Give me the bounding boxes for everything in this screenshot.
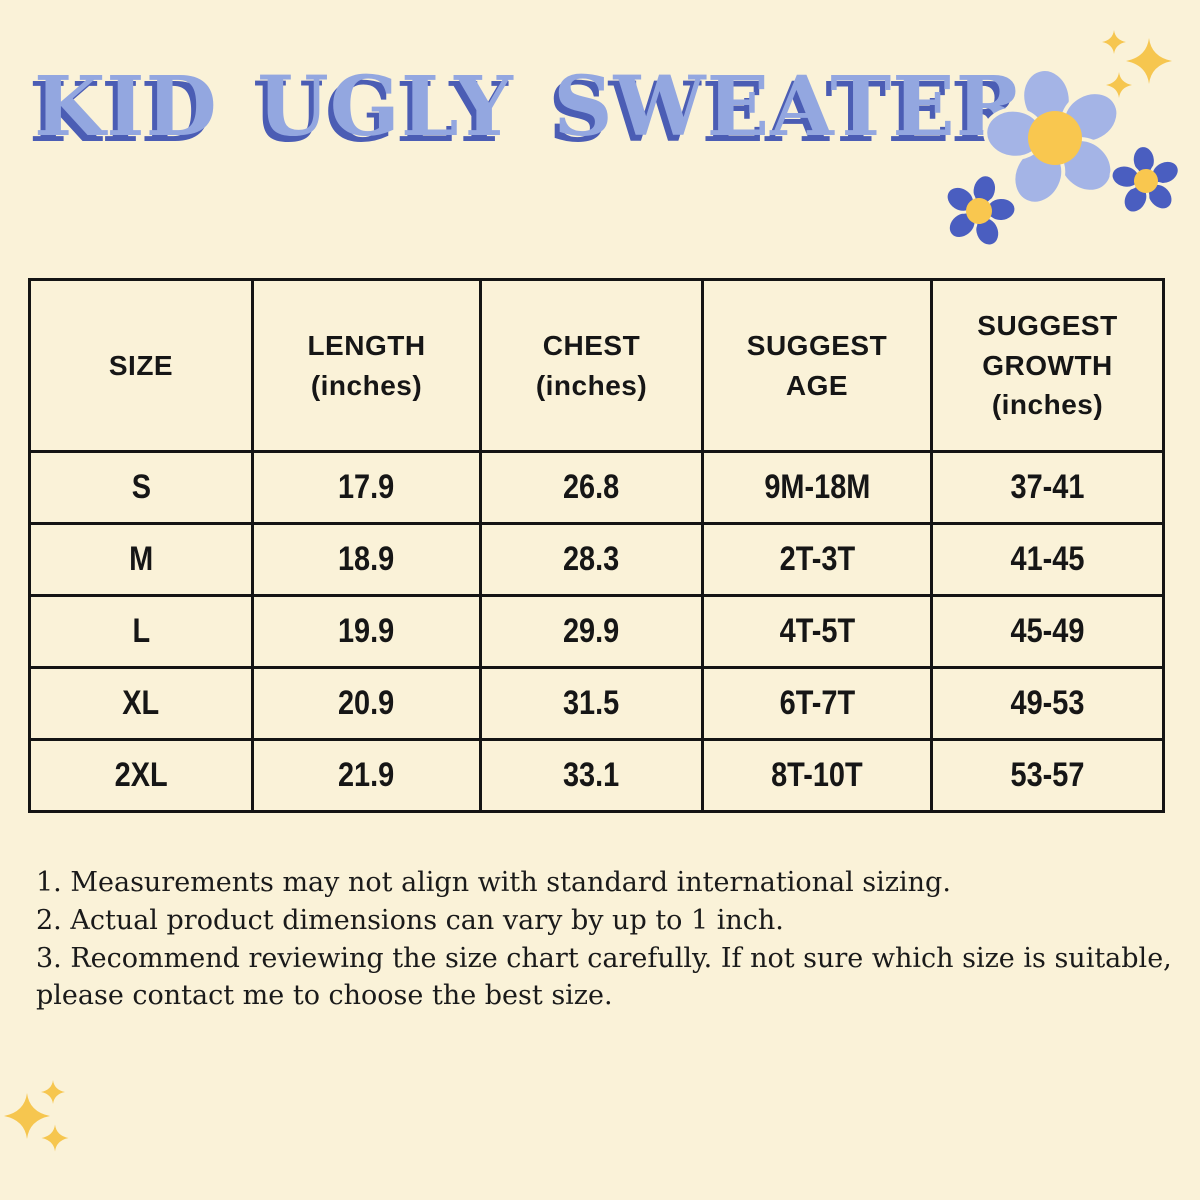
sparkle-icon <box>1106 72 1132 98</box>
cell-chest: 26.8 <box>479 450 704 525</box>
cell-chest: 31.5 <box>479 666 704 741</box>
cell-chest: 33.1 <box>479 738 704 813</box>
note-3: 3. Recommend reviewing the size chart ca… <box>36 943 1172 1011</box>
cell-length: 21.9 <box>251 738 482 813</box>
sparkle-icon <box>1102 30 1126 54</box>
flower-center <box>966 198 992 224</box>
cell-size: XL <box>28 666 254 741</box>
note-2: 2. Actual product dimensions can vary by… <box>36 905 784 936</box>
cell-length: 18.9 <box>251 522 482 597</box>
flower-icon <box>983 67 1121 206</box>
sparkle-cluster-bottom-icon <box>3 1080 69 1152</box>
col-header-size: SIZE <box>28 278 254 453</box>
cell-length: 20.9 <box>251 666 482 741</box>
flower-icon <box>1109 144 1181 215</box>
flower-icon <box>944 173 1018 248</box>
decor-top-right <box>944 30 1181 248</box>
cell-size: M <box>28 522 254 597</box>
table-row-l: L 19.9 29.9 4T-5T 45-49 <box>28 594 1165 669</box>
sparkle-icon <box>1126 38 1172 84</box>
flower-center <box>1028 111 1082 165</box>
flower-center <box>1134 169 1158 193</box>
cell-size: 2XL <box>28 738 254 813</box>
decor-bottom-left <box>3 1080 69 1152</box>
cell-suggest-growth: 49-53 <box>930 666 1165 741</box>
cell-suggest-growth: 53-57 <box>930 738 1165 813</box>
cell-length: 17.9 <box>251 450 482 525</box>
size-chart-table: SIZE LENGTH (inches) CHEST (inches) SUGG… <box>28 278 1165 813</box>
cell-suggest-age: 2T-3T <box>701 522 933 597</box>
cell-suggest-age: 4T-5T <box>701 594 933 669</box>
table-row-m: M 18.9 28.3 2T-3T 41-45 <box>28 522 1165 597</box>
cell-length: 19.9 <box>251 594 482 669</box>
cell-suggest-age: 8T-10T <box>701 738 933 813</box>
table-row-s: S 17.9 26.8 9M-18M 37-41 <box>28 450 1165 525</box>
cell-suggest-age: 6T-7T <box>701 666 933 741</box>
table-row-2xl: 2XL 21.9 33.1 8T-10T 53-57 <box>28 738 1165 813</box>
sizing-notes: 1. Measurements may not align with stand… <box>36 864 1178 1015</box>
sparkle-cluster-top-icon <box>1102 30 1172 98</box>
col-header-chest: CHEST (inches) <box>479 278 704 453</box>
cell-suggest-age: 9M-18M <box>701 450 933 525</box>
header-row: SIZE LENGTH (inches) CHEST (inches) SUGG… <box>28 278 1165 453</box>
cell-suggest-growth: 45-49 <box>930 594 1165 669</box>
sparkle-icon <box>41 1124 69 1152</box>
cell-suggest-growth: 41-45 <box>930 522 1165 597</box>
cell-suggest-growth: 37-41 <box>930 450 1165 525</box>
page-title: KID UGLY SWEATER <box>34 59 1025 155</box>
cell-size: L <box>28 594 254 669</box>
sparkle-icon <box>3 1093 50 1139</box>
col-header-suggest-age: SUGGEST AGE <box>701 278 933 453</box>
col-header-length: LENGTH (inches) <box>251 278 482 453</box>
sparkle-icon <box>41 1080 65 1104</box>
cell-chest: 28.3 <box>479 522 704 597</box>
col-header-suggest-growth: SUGGEST GROWTH (inches) <box>930 278 1165 453</box>
cell-chest: 29.9 <box>479 594 704 669</box>
note-1: 1. Measurements may not align with stand… <box>36 867 951 898</box>
table-row-xl: XL 20.9 31.5 6T-7T 49-53 <box>28 666 1165 741</box>
cell-size: S <box>28 450 254 525</box>
